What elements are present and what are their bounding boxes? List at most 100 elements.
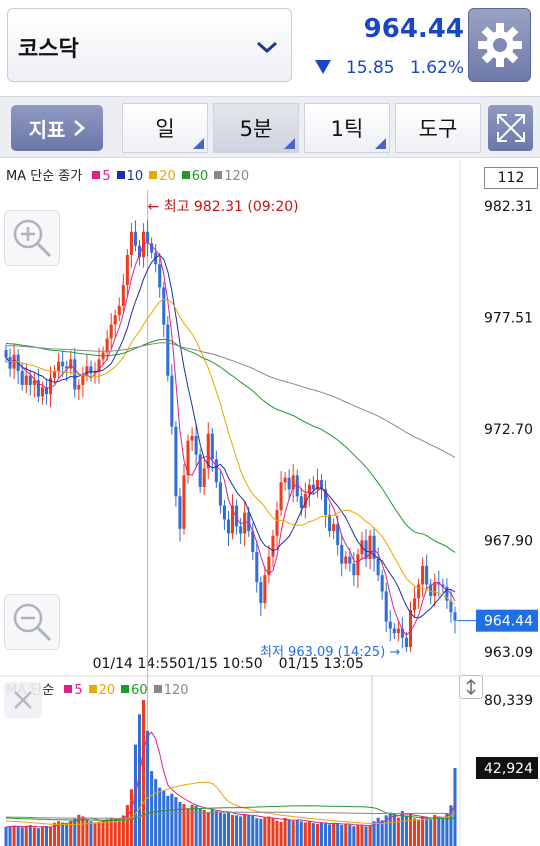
toolbar: 지표 일 5분 1틱 도구 (0, 96, 540, 158)
chevron-right-icon (74, 120, 86, 136)
candle (57, 361, 61, 371)
candle (28, 375, 32, 385)
candle (295, 475, 299, 497)
zoom-in-button[interactable] (4, 210, 60, 266)
candle (380, 575, 384, 592)
volume-bar (412, 818, 417, 846)
price-axis-label: 982.31 (484, 199, 533, 215)
volume-bar (190, 804, 194, 846)
candle (324, 489, 328, 515)
close-volume-button[interactable] (4, 682, 42, 718)
candle (137, 245, 142, 258)
volume-bar (150, 771, 154, 846)
resize-handle-button[interactable] (459, 675, 483, 699)
candle (89, 366, 93, 374)
volume-bar (48, 827, 53, 846)
candle (429, 584, 433, 597)
volume-bar (121, 815, 125, 846)
volume-bar (364, 826, 368, 846)
close-icon (14, 691, 32, 709)
volume-bar (12, 825, 16, 846)
candle (449, 600, 453, 613)
candle (202, 468, 206, 488)
tab-corner-icon (375, 138, 386, 149)
legend-swatch (153, 685, 162, 693)
volume-bar (210, 809, 214, 846)
candle (271, 535, 275, 557)
volume-bar (194, 805, 198, 846)
legend-label: 20 (98, 683, 116, 698)
candle (226, 519, 231, 534)
change-percent: 1.62% (409, 58, 464, 78)
candle (24, 375, 28, 385)
volume-bar (328, 824, 332, 846)
candle (178, 496, 182, 529)
volume-bar (230, 814, 235, 846)
volume-bar (255, 818, 259, 846)
candle (81, 375, 85, 385)
candle (243, 512, 247, 534)
volume-bar (206, 812, 210, 846)
candle (340, 545, 344, 564)
volume-bar (376, 817, 380, 846)
candle (299, 496, 303, 508)
volume-bar (61, 822, 65, 846)
volume-bar (291, 820, 295, 846)
candle (4, 350, 8, 358)
time-axis-label: 01/14 14:55 (93, 656, 178, 672)
tab-daily[interactable]: 일 (122, 103, 208, 153)
candle (206, 433, 210, 469)
legend-swatch (92, 171, 101, 179)
volume-bar (125, 805, 129, 846)
volume-bar (425, 817, 429, 846)
candle (32, 380, 36, 385)
tab-tools-label: 도구 (418, 117, 458, 141)
volume-bar (396, 817, 400, 846)
ma-line (5, 298, 456, 605)
market-selector[interactable]: 코스닥 (7, 8, 292, 82)
volume-bar (348, 824, 352, 846)
volume-bar (324, 823, 328, 846)
volume-bar (303, 822, 307, 846)
volume-bar (117, 820, 121, 846)
candle (291, 475, 295, 490)
volume-bar (146, 730, 150, 846)
tab-1tick[interactable]: 1틱 (304, 103, 390, 153)
candle (328, 514, 332, 532)
price-legend-title: MA 단순 종가 (6, 169, 83, 184)
volume-bar (53, 822, 57, 846)
volume-bar (93, 822, 97, 846)
candle (150, 243, 154, 253)
volume-bar (44, 826, 49, 846)
settings-button[interactable] (468, 8, 531, 82)
candle (283, 477, 287, 483)
volume-bar (287, 819, 291, 846)
price-axis-label: 963.09 (484, 645, 533, 661)
volume-bar (279, 821, 283, 846)
fullscreen-button[interactable] (488, 105, 533, 151)
tab-1tick-label: 1틱 (330, 117, 364, 141)
candle (235, 505, 239, 527)
stock-chart[interactable]: 982.31 977.51 972.70 967.90 963.09 01/14 14:5… (0, 160, 540, 846)
candle (267, 556, 271, 576)
candle (222, 505, 226, 520)
volume-ma-line (5, 805, 456, 821)
tab-tools[interactable]: 도구 (395, 103, 481, 153)
volume-bar (158, 787, 162, 846)
indicator-label: 지표 (28, 117, 66, 142)
volume-bar (319, 822, 324, 846)
legend-label: 5 (102, 169, 111, 184)
volume-bar (182, 804, 186, 846)
candle-count-box[interactable]: 112 (484, 167, 538, 189)
candle (412, 598, 417, 610)
candle (263, 575, 267, 604)
indicator-button[interactable]: 지표 (11, 105, 103, 151)
volume-bar (109, 817, 113, 846)
tab-5min[interactable]: 5분 (213, 103, 299, 153)
zoom-out-button[interactable] (4, 594, 60, 650)
volume-bar (441, 818, 445, 846)
candle (275, 510, 279, 536)
candle (421, 565, 425, 585)
candle (332, 524, 336, 532)
